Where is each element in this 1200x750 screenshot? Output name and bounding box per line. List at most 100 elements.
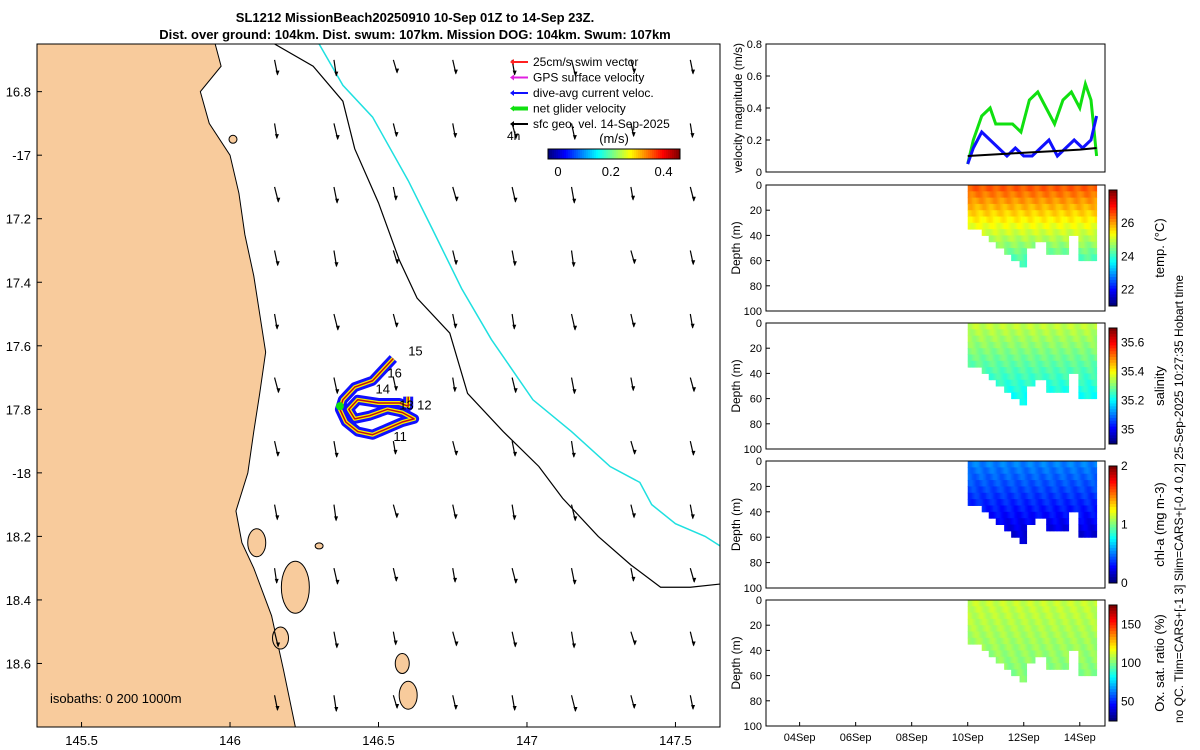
profile-cell (1020, 373, 1023, 381)
profile-cell (976, 323, 979, 330)
profile-cell (1089, 335, 1092, 343)
profile-cell (1025, 354, 1028, 362)
profile-cell (1020, 216, 1023, 224)
profile-cell (969, 335, 972, 343)
profile-cell (1060, 203, 1063, 211)
profile-cell (1085, 222, 1088, 230)
sfc-geo-arrowhead (632, 68, 637, 74)
profile-cell (1013, 185, 1016, 192)
profile-cell (1041, 467, 1044, 475)
profile-cell (1030, 600, 1033, 607)
profile-cell (1089, 348, 1092, 355)
profile-colorbar-cell (1109, 692, 1117, 696)
profile-cell (992, 618, 995, 626)
profile-cell (978, 360, 981, 368)
profile-cell (1089, 486, 1092, 494)
profile-cell (969, 625, 972, 632)
profile-cell (1020, 530, 1023, 538)
profile-cell (1019, 222, 1022, 230)
profile-cell (1085, 637, 1088, 645)
profile-cell (1030, 625, 1033, 632)
depth-tick-label: 60 (750, 394, 762, 406)
profile-cell (1008, 511, 1011, 519)
profile-colorbar-cell (1109, 636, 1117, 641)
profile-cell (1060, 222, 1063, 230)
profile-cell (990, 323, 993, 330)
profile-cell (987, 461, 990, 468)
profile-cell (1026, 341, 1029, 349)
profile-cell (1032, 222, 1035, 230)
profile-cell (1023, 625, 1026, 632)
profile-cell (1030, 229, 1033, 236)
profile-cell (1025, 480, 1028, 487)
profile-cell (1013, 367, 1016, 374)
profile-cell (1081, 373, 1084, 381)
profile-cell (1002, 354, 1005, 362)
profile-cell (1057, 618, 1060, 626)
profile-cell (976, 348, 979, 355)
profile-cell (977, 348, 980, 355)
profile-cell (1004, 511, 1007, 519)
profile-cell (1062, 637, 1065, 645)
profile-cell (977, 216, 980, 224)
profile-cell (1062, 518, 1065, 525)
profile-cell (1051, 492, 1054, 500)
profile-cell (981, 348, 984, 355)
profile-cell (1062, 650, 1065, 658)
profile-cell (1048, 486, 1051, 494)
profile-cell (991, 486, 994, 494)
profile-cell (994, 373, 997, 381)
profile-cell (1072, 185, 1075, 192)
profile-cell (1067, 373, 1070, 381)
profile-cell (1054, 379, 1057, 387)
profile-cell (1026, 637, 1029, 645)
profile-cell (1023, 335, 1026, 343)
profile-cell (1046, 606, 1049, 614)
profile-cell (1015, 606, 1018, 614)
profile-cell (1058, 486, 1061, 494)
profile-cell (1061, 524, 1064, 532)
profile-cell (1082, 518, 1085, 525)
profile-cell (976, 473, 979, 481)
profile-cell (970, 600, 973, 607)
profile-cell (1093, 241, 1096, 249)
profile-cell (1053, 492, 1056, 500)
profile-cell (1022, 486, 1025, 494)
profile-cell (1081, 197, 1084, 205)
profile-cell (1061, 373, 1064, 381)
profile-cell (1020, 656, 1023, 664)
profile-cell (992, 373, 995, 381)
profile-cell (1081, 210, 1084, 217)
profile-cell (988, 650, 991, 658)
profile-cell (992, 511, 995, 519)
profile-cell (1093, 505, 1096, 513)
profile-cell (1078, 254, 1081, 262)
profile-cell (976, 625, 979, 632)
profile-cell (1019, 511, 1022, 519)
profile-cell (1013, 241, 1016, 249)
profile-colorbar-cell (1109, 613, 1117, 618)
profile-cell (1005, 631, 1008, 639)
profile-cell (1016, 637, 1019, 645)
profile-cell (1089, 373, 1092, 381)
profile-colorbar-cell (1109, 556, 1117, 561)
profile-cell (1011, 480, 1014, 487)
profile-cell (1064, 600, 1067, 607)
sfc-geo-arrowhead (395, 68, 400, 74)
profile-cell (1008, 386, 1011, 393)
profile-colorbar-cell (1109, 291, 1117, 295)
profile-cell (1001, 235, 1004, 243)
profile-cell (1027, 229, 1030, 236)
profile-cell (1019, 499, 1022, 506)
profile-colorbar-cell (1109, 242, 1117, 246)
profile-cell (1001, 229, 1004, 236)
profile-cell (987, 191, 990, 199)
profile-cell (1019, 235, 1022, 243)
profile-cell (995, 367, 998, 374)
y-tick-label: 17.6 (6, 339, 31, 354)
profile-cell (1001, 341, 1004, 349)
profile-cell (1002, 373, 1005, 381)
profile-cell (1002, 650, 1005, 658)
profile-cell (1030, 505, 1033, 513)
profile-cell (998, 210, 1001, 217)
